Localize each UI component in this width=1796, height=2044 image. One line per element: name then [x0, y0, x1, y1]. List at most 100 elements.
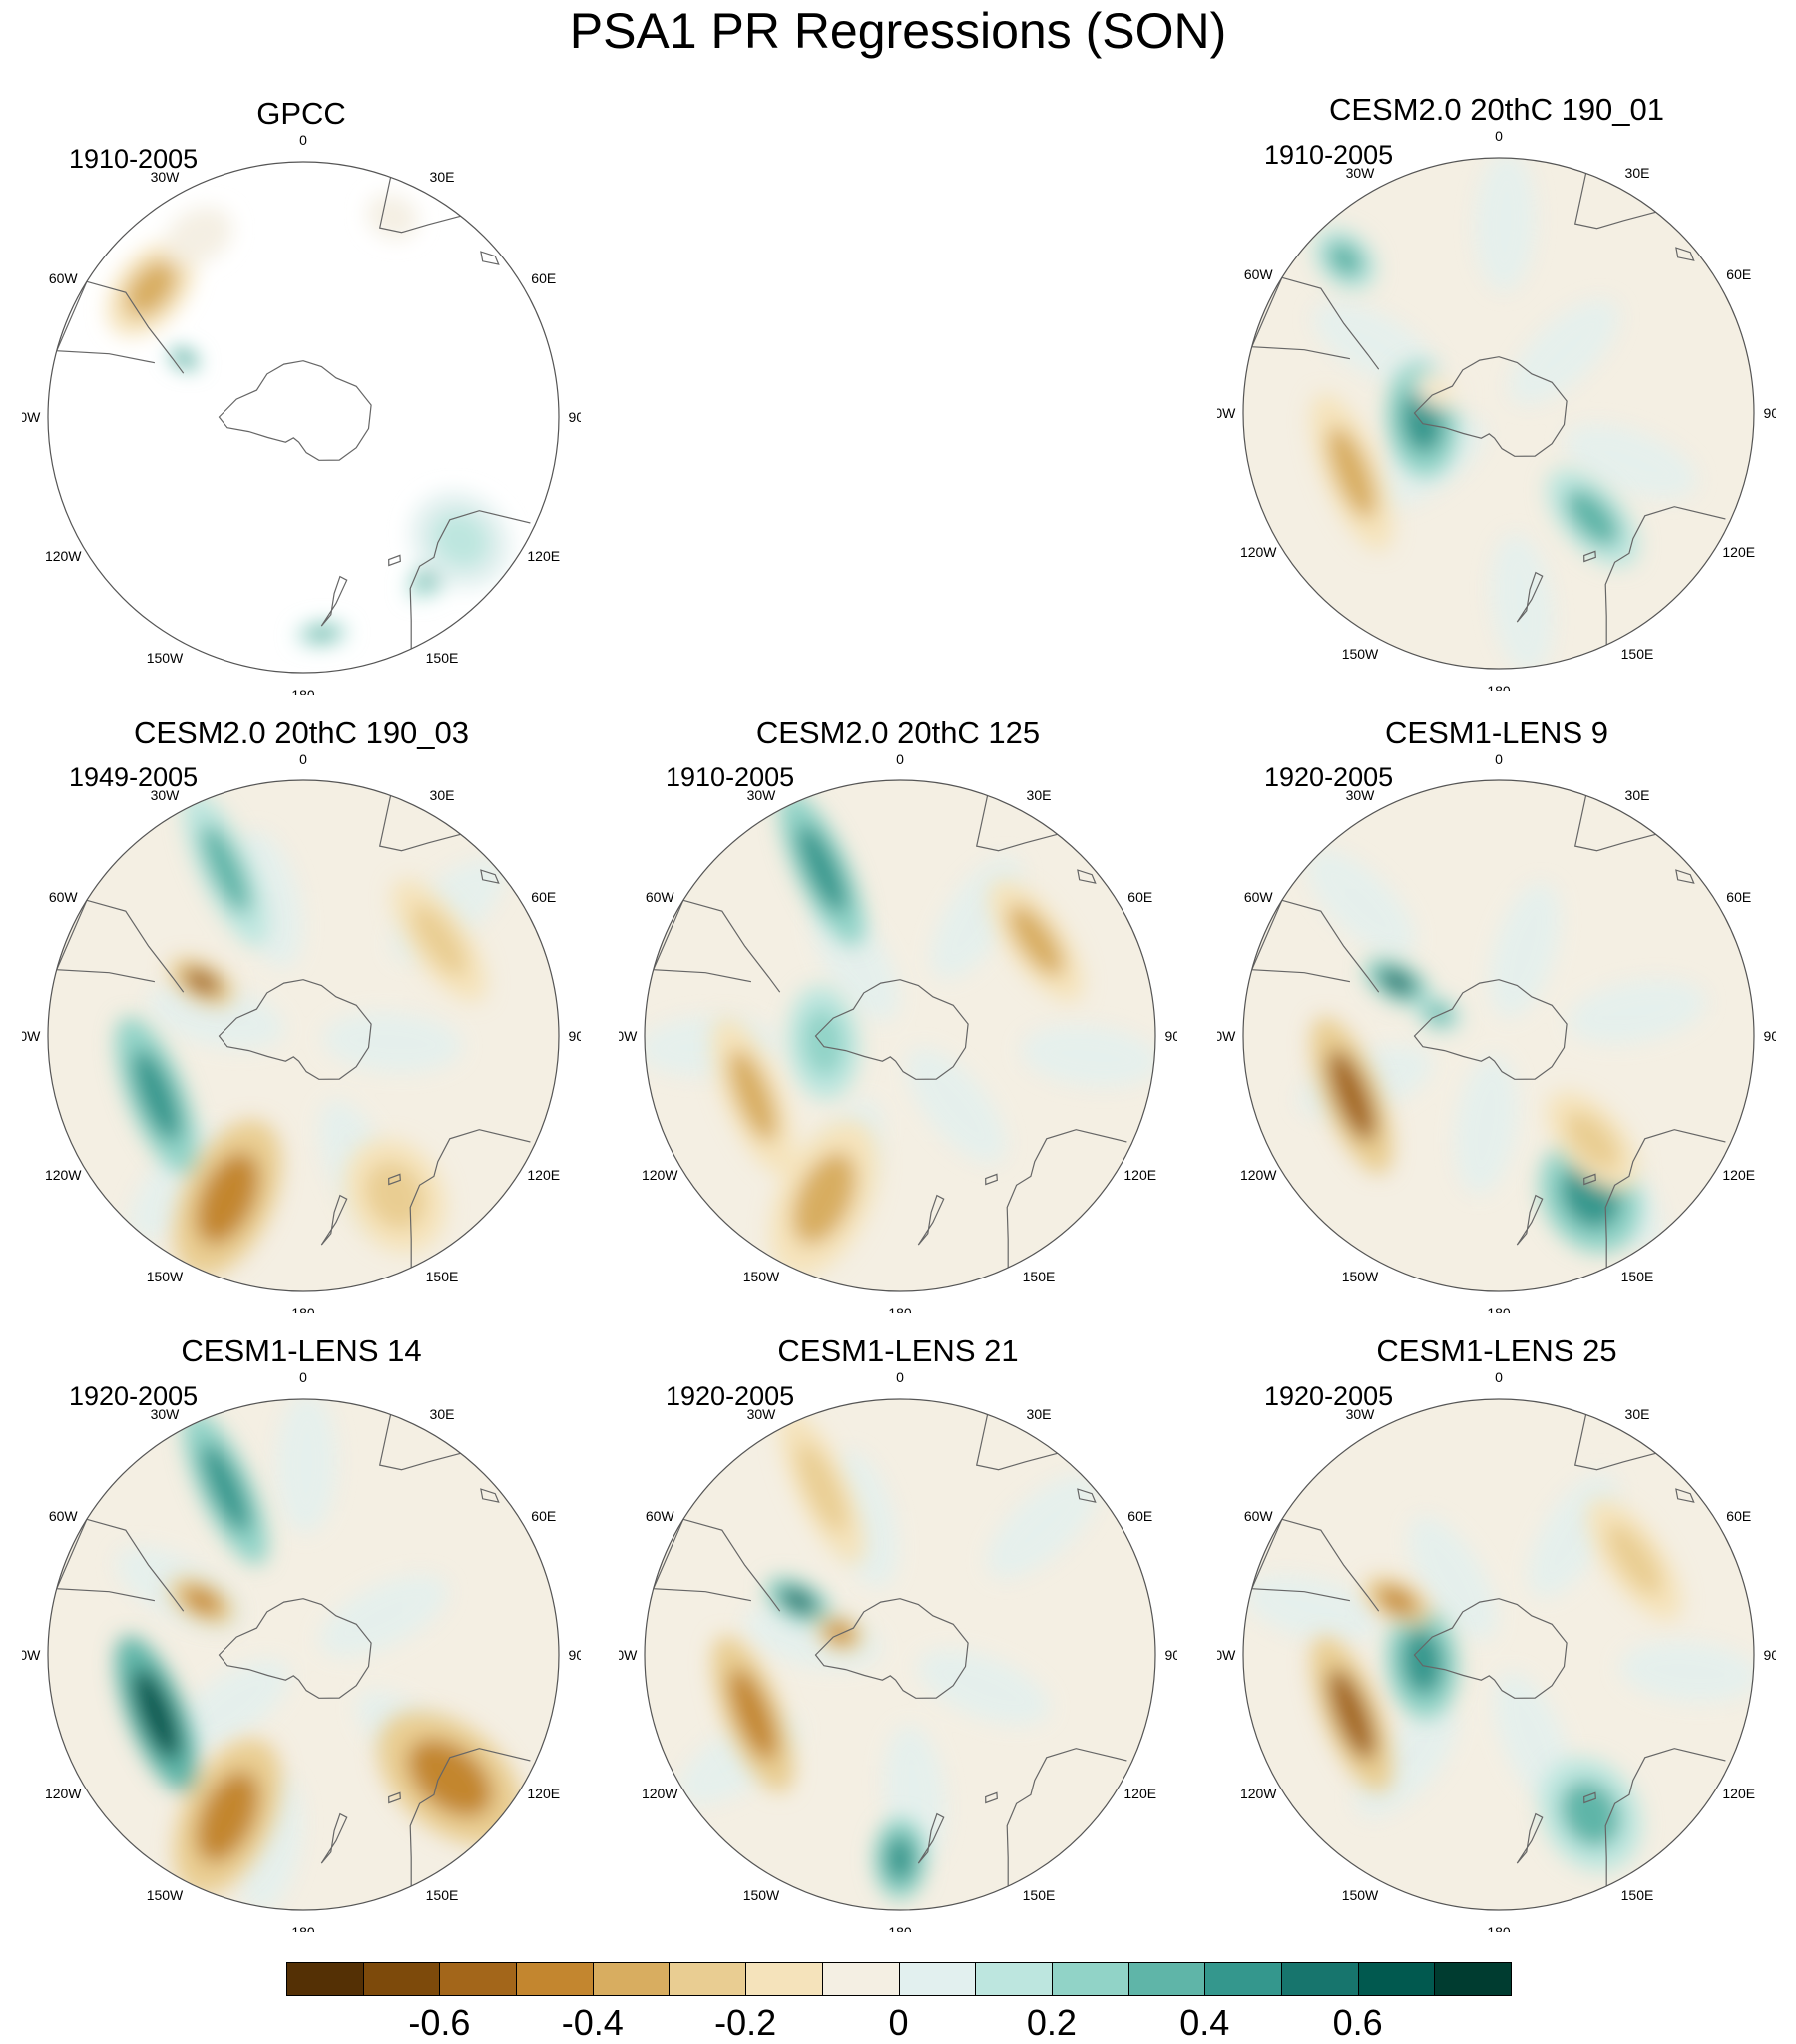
anomaly-core [196, 1771, 260, 1863]
longitude-label: 90E [1165, 1028, 1177, 1044]
anomaly-core [201, 1443, 251, 1533]
map-panel: CESM2.0 20thC 190_03 1949-2005 0 30E 60E 90E 1… [22, 715, 581, 1313]
longitude-label: 60E [1726, 1508, 1751, 1524]
colorbar-swatch [669, 1962, 747, 1996]
longitude-label: 90E [569, 1028, 581, 1044]
longitude-label: 30W [151, 169, 181, 185]
continent-coast [1006, 1129, 1127, 1268]
longitude-label: 150E [1621, 1887, 1654, 1903]
longitude-label: 60W [49, 270, 79, 286]
longitude-label: 60W [646, 889, 675, 905]
weak-anomaly [148, 982, 285, 1050]
continent-coast [1604, 1748, 1726, 1886]
longitude-label: 60W [1244, 889, 1274, 905]
anomaly-core [797, 1443, 848, 1533]
longitude-label: 60W [1244, 266, 1274, 282]
island-coast [1675, 1488, 1695, 1503]
continent-coast [55, 899, 185, 993]
polar-map: 0 30E 60E 90E 120E 150E 180 150W 120W 90W 60W 30W [619, 751, 1177, 1313]
longitude-label: 150E [426, 1887, 459, 1903]
anomaly-core [1566, 1111, 1620, 1170]
weak-anomaly [917, 1649, 1050, 1725]
island-coast [1675, 247, 1695, 261]
continent-coast [652, 1518, 781, 1612]
anomaly-core [125, 260, 177, 317]
polar-map: 0 30E 60E 90E 120E 150E 180 150W 120W 90W 60W 30W [22, 132, 581, 695]
colorbar-swatch [516, 1962, 594, 1996]
panel-period: 1920-2005 [1264, 1381, 1394, 1411]
map-panel: CESM1-LENS 14 1920-2005 0 30E 60E 90E 120E 150E… [22, 1333, 581, 1932]
anomaly-core [1378, 967, 1417, 996]
colorbar-tick-label: -0.6 [408, 2002, 471, 2043]
panel-title: CESM2.0 20thC 190_03 [133, 715, 470, 750]
antarctica-coast [1413, 1598, 1568, 1699]
continent-coast [378, 1414, 461, 1471]
longitude-label: 60E [531, 1508, 556, 1524]
continent-coast [1250, 1518, 1380, 1612]
longitude-label: 120W [45, 1167, 82, 1183]
longitude-label: 120W [642, 1786, 678, 1801]
longitude-label: 180 [1487, 1305, 1511, 1313]
map-panel: CESM1-LENS 9 1920-2005 0 30E 60E 90E 120E 150E 1… [1217, 715, 1776, 1313]
longitude-label: 150W [1342, 1887, 1379, 1903]
colorbar-swatch [975, 1962, 1053, 1996]
longitude-label: 120E [1123, 1167, 1156, 1183]
weak-anomaly [1489, 882, 1561, 1018]
longitude-label: 90E [1764, 1647, 1776, 1663]
longitude-label: 150W [1342, 1269, 1379, 1284]
antarctica-coast [218, 1598, 372, 1699]
island-coast [917, 1812, 945, 1864]
longitude-label: 180 [291, 1305, 315, 1313]
antarctica-coast [814, 1598, 969, 1699]
longitude-label: 180 [291, 1924, 315, 1932]
longitude-label: 150W [147, 1269, 184, 1284]
longitude-label: 60E [1127, 1508, 1152, 1524]
longitude-label: 30W [1346, 165, 1376, 181]
continent-coast [409, 1748, 531, 1886]
weak-anomaly [276, 1399, 337, 1534]
anomaly-core [779, 1586, 818, 1615]
weak-anomaly [319, 1574, 448, 1657]
antarctica-coast [1413, 979, 1568, 1080]
longitude-label: 60W [646, 1508, 675, 1524]
map-panel: CESM2.0 20thC 125 1910-2005 0 30E 60E 90E 120E… [619, 715, 1177, 1313]
longitude-label: 90E [1764, 1028, 1776, 1044]
coastlines [1250, 1414, 1726, 1886]
colorbar-swatch [439, 1962, 518, 1996]
longitude-label: 0 [896, 751, 904, 766]
anomaly-core [802, 1009, 845, 1077]
colorbar-tick-label: 0.4 [1179, 2002, 1230, 2043]
longitude-label: 180 [888, 1924, 912, 1932]
longitude-label: 120W [1240, 1786, 1277, 1801]
weak-anomaly [1021, 1025, 1155, 1087]
longitude-label: 30W [151, 1406, 181, 1422]
island-coast [1077, 869, 1097, 884]
panel-period: 1920-2005 [1264, 763, 1394, 792]
longitude-label: 90W [619, 1647, 638, 1663]
polar-map: 0 30E 60E 90E 120E 150E 180 150W 120W 90W 60W 30W [22, 751, 581, 1313]
panel-title: CESM1-LENS 14 [181, 1333, 422, 1368]
panel-period: 1920-2005 [69, 1381, 199, 1411]
island-coast [917, 1194, 945, 1246]
continent-coast [1604, 1129, 1726, 1268]
longitude-label: 150W [743, 1269, 780, 1284]
longitude-label: 30W [151, 787, 181, 803]
longitude-label: 90E [1764, 405, 1776, 421]
anomaly-core [1425, 380, 1453, 402]
longitude-label: 30W [747, 787, 777, 803]
colorbar-swatch [592, 1962, 671, 1996]
weak-anomaly [1475, 158, 1536, 292]
coastlines [55, 177, 531, 649]
island-coast [1583, 1791, 1596, 1804]
map-border [1242, 157, 1755, 670]
colorbar-tick-label: 0 [888, 2002, 909, 2043]
continent-coast [55, 280, 185, 374]
coastlines [1250, 173, 1726, 645]
longitude-label: 90W [1217, 1028, 1236, 1044]
longitude-label: 30E [430, 169, 455, 185]
longitude-label: 60E [1726, 266, 1751, 282]
colorbar-swatch [1051, 1962, 1129, 1996]
island-coast [1675, 869, 1695, 884]
island-coast [1516, 1812, 1544, 1864]
map-border [47, 1398, 560, 1911]
